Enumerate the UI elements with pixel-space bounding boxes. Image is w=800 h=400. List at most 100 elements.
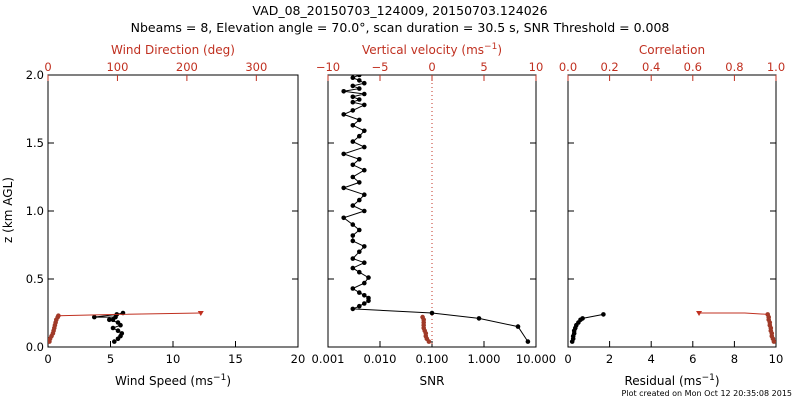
x-tick-label: 8 bbox=[731, 352, 738, 366]
series-point bbox=[350, 75, 356, 80]
top-tick-label: 1.0 bbox=[767, 60, 785, 74]
top-tick-label: 300 bbox=[245, 60, 267, 74]
series-point bbox=[350, 94, 356, 100]
series-point bbox=[357, 117, 362, 123]
series-point bbox=[357, 197, 362, 203]
x-tick-label: 0.001 bbox=[312, 352, 345, 366]
series-point bbox=[357, 290, 362, 295]
plot-frame bbox=[567, 74, 777, 348]
series-point bbox=[350, 123, 356, 128]
series-point bbox=[357, 249, 362, 255]
x-tick-label: 10.000 bbox=[516, 352, 556, 366]
top-tick-label: 0.4 bbox=[642, 60, 660, 74]
top-tick-label: −5 bbox=[372, 60, 389, 74]
top-tick-label: 10 bbox=[529, 60, 544, 74]
bottom-axis-label-end: ) bbox=[226, 374, 231, 388]
series-point bbox=[350, 99, 356, 105]
series-point bbox=[357, 133, 362, 139]
x-tick-label: 4 bbox=[648, 352, 655, 366]
series-point bbox=[357, 86, 362, 91]
series-line bbox=[58, 312, 201, 317]
x-tick-label: 20 bbox=[291, 352, 306, 366]
bottom-axis-label-end: ) bbox=[715, 374, 720, 388]
top-tick-label: 0.6 bbox=[684, 60, 702, 74]
bottom-axis-label-text: Residual (ms bbox=[624, 374, 701, 388]
x-tick-label: 6 bbox=[689, 352, 696, 366]
series-point bbox=[362, 301, 367, 306]
y-tick-label: 1.5 bbox=[26, 136, 44, 150]
series-point bbox=[357, 157, 362, 162]
y-tick-label: 2.0 bbox=[26, 68, 44, 82]
series-point bbox=[357, 75, 362, 78]
bottom-axis-label: SNR bbox=[420, 374, 445, 388]
series-point bbox=[350, 265, 356, 271]
top-tick-label: 5 bbox=[480, 60, 487, 74]
bottom-axis-label: Wind Speed (ms−1) bbox=[115, 373, 231, 388]
plot-credit: Plot created on Mon Oct 12 20:35:08 2015 bbox=[622, 389, 792, 398]
series-point bbox=[476, 316, 482, 321]
x-tick-label: 10 bbox=[166, 352, 181, 366]
y-tick-label: 0.0 bbox=[26, 340, 44, 354]
series-point bbox=[362, 260, 367, 266]
series-point bbox=[350, 174, 356, 180]
y-tick-label: 1.0 bbox=[26, 204, 44, 218]
series-point bbox=[350, 222, 356, 227]
y-tick-label: 0.5 bbox=[26, 272, 44, 286]
series-point bbox=[357, 97, 362, 102]
series-point bbox=[515, 324, 521, 329]
series-line bbox=[699, 312, 768, 315]
top-tick-label: 0.0 bbox=[559, 60, 577, 74]
series-point bbox=[350, 256, 356, 261]
bottom-axis-label-sup: −1 bbox=[702, 373, 715, 383]
series-point bbox=[362, 192, 367, 197]
y-axis-label: z (km AGL) bbox=[1, 177, 15, 243]
x-tick-label: 0.010 bbox=[364, 352, 397, 366]
series-point bbox=[350, 83, 356, 89]
bottom-axis-label-sup: −1 bbox=[213, 373, 226, 383]
series-point bbox=[341, 215, 347, 221]
series-point bbox=[341, 185, 347, 191]
series-point bbox=[765, 312, 770, 317]
series-point bbox=[350, 306, 356, 312]
series-point bbox=[362, 244, 367, 249]
top-tick-label: 0.2 bbox=[600, 60, 618, 74]
top-axis-label: Wind Direction (deg) bbox=[111, 43, 235, 57]
bottom-axis-label-text: SNR bbox=[420, 374, 445, 388]
title-line-1: VAD_08_20150703_124009, 20150703.124026 bbox=[252, 3, 547, 18]
series-point bbox=[341, 151, 347, 157]
series-point bbox=[362, 102, 367, 108]
x-tick-label: 0 bbox=[564, 352, 571, 366]
x-tick-label: 15 bbox=[228, 352, 243, 366]
top-tick-label: 200 bbox=[176, 60, 198, 74]
x-tick-label: 10 bbox=[769, 352, 784, 366]
series-point bbox=[366, 275, 371, 280]
series-point bbox=[341, 89, 347, 94]
plot-frame bbox=[47, 74, 299, 348]
series-line bbox=[342, 75, 529, 342]
series-point bbox=[362, 167, 367, 173]
series-point bbox=[362, 293, 367, 298]
top-tick-label: 0 bbox=[428, 60, 435, 74]
x-tick-label: 0 bbox=[44, 352, 51, 366]
top-axis-label-text: Correlation bbox=[639, 43, 705, 57]
series-point bbox=[350, 286, 356, 291]
top-axis-label: Correlation bbox=[639, 43, 705, 57]
top-tick-label: 0.8 bbox=[725, 60, 743, 74]
top-axis-label-text: Wind Direction (deg) bbox=[111, 43, 235, 57]
x-tick-label: 1.000 bbox=[468, 352, 501, 366]
series-point bbox=[350, 203, 356, 208]
series-point bbox=[119, 331, 125, 336]
series-point bbox=[350, 139, 356, 144]
series-point bbox=[362, 91, 367, 97]
series-point bbox=[350, 108, 356, 113]
top-axis-label-sup: −1 bbox=[484, 42, 497, 52]
series-point bbox=[357, 269, 362, 275]
series-point bbox=[357, 78, 362, 83]
series-point bbox=[362, 280, 367, 286]
title-line-2: Nbeams = 8, Elevation angle = 70.0°, sca… bbox=[131, 20, 670, 35]
series-point bbox=[115, 320, 121, 325]
series-point bbox=[341, 112, 347, 117]
panel-residual: 0 2 4 6 8 10 0.0 0.2 0.4 0.6 0.8 1.0 Residual (ms−1)… bbox=[559, 43, 785, 388]
